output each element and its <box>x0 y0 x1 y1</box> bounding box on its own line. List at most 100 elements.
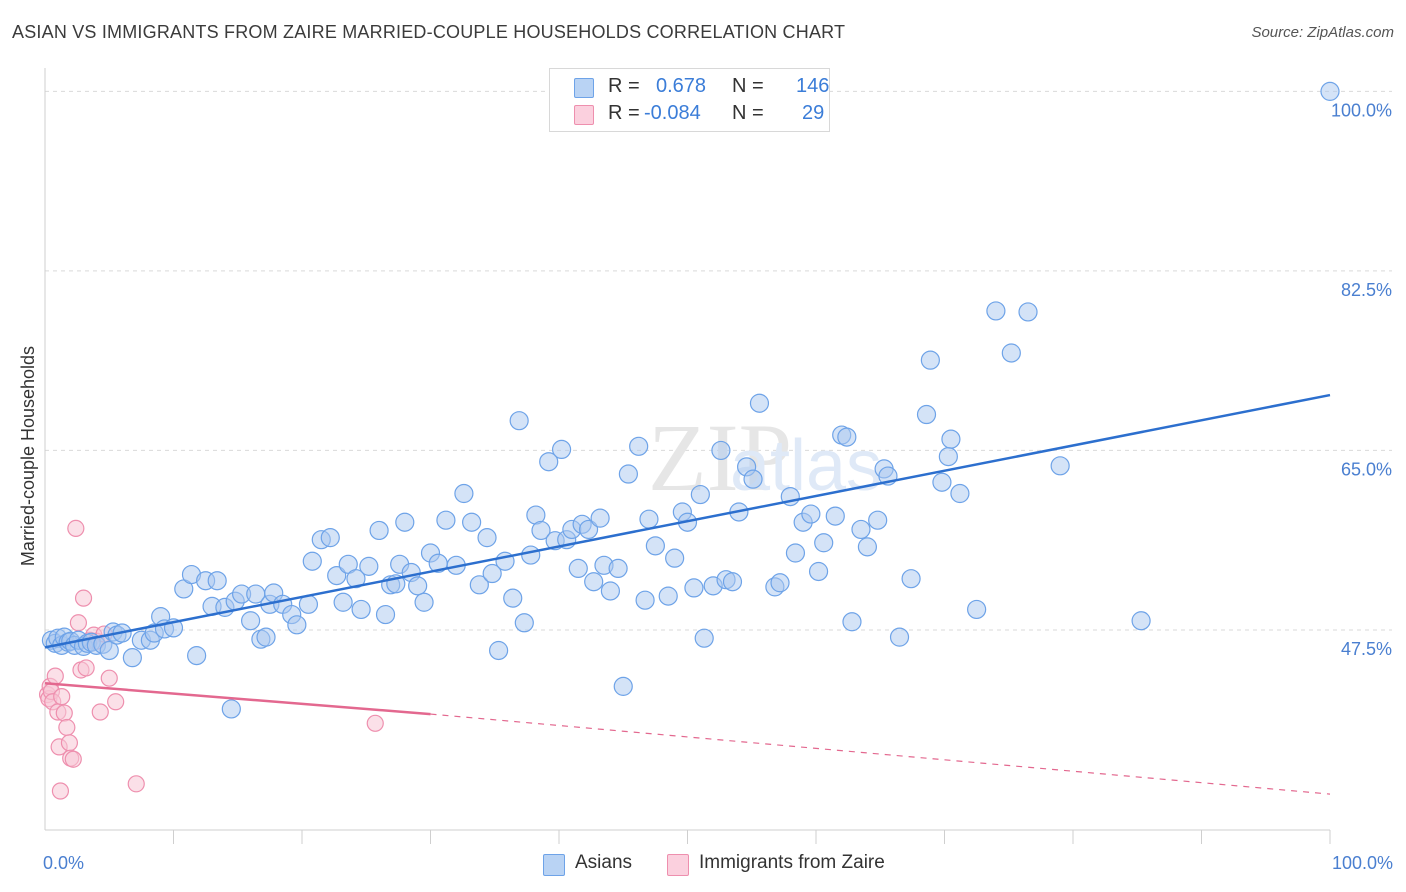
asian-point <box>256 627 276 647</box>
asian-point <box>629 436 649 456</box>
asian-point <box>369 520 389 541</box>
asian-point <box>1050 456 1070 476</box>
asian-point <box>1001 343 1021 363</box>
asian-point <box>333 592 353 612</box>
zaire-point <box>64 750 82 768</box>
asian-point <box>436 510 456 530</box>
tick-labels: 47.5% 65.0% 82.5% 100.0% 0.0% 100.0% <box>43 100 1393 873</box>
asian-point <box>690 484 710 505</box>
asian-point <box>408 576 428 596</box>
zaire-point <box>53 688 71 706</box>
zaire-point <box>107 693 125 711</box>
asian-point <box>770 573 790 593</box>
bottom-legend-label-zaire: Immigrants from Zaire <box>699 852 885 873</box>
asian-point <box>327 565 347 586</box>
asian-point <box>241 611 261 631</box>
asian-point <box>551 439 572 460</box>
asian-point <box>749 393 770 413</box>
asian-point <box>1131 611 1151 631</box>
asian-point <box>351 599 371 620</box>
bottom-legend-label-asians: Asians <box>575 852 633 873</box>
chart-title: ASIAN VS IMMIGRANTS FROM ZAIRE MARRIED-C… <box>12 22 846 42</box>
asian-point <box>514 613 534 633</box>
asian-point <box>1018 302 1038 322</box>
asian-point <box>521 545 541 565</box>
asian-point <box>207 571 227 591</box>
asian-point <box>950 483 970 504</box>
asian-point <box>613 676 633 696</box>
legend-r-value-asians: 0.678 <box>656 75 707 97</box>
asian-point <box>967 599 987 620</box>
asian-point <box>509 411 529 431</box>
asian-point <box>920 350 940 370</box>
asian-point <box>711 440 731 461</box>
asian-point <box>590 508 610 528</box>
asian-point <box>618 464 638 484</box>
asian-point <box>743 469 763 489</box>
y-tick-label: 65.0% <box>1341 459 1392 479</box>
asian-points <box>41 81 1340 719</box>
zaire-point <box>366 714 384 732</box>
asian-point <box>837 427 857 447</box>
legend-n-value-asians: 146 <box>796 75 830 97</box>
asian-point <box>287 615 307 635</box>
asian-point <box>539 452 559 472</box>
asian-point <box>375 604 396 625</box>
asian-point <box>482 563 502 584</box>
zaire-point <box>100 669 118 687</box>
asian-point <box>694 628 714 648</box>
asian-point <box>658 586 678 606</box>
asian-point <box>986 301 1006 321</box>
asian-point <box>578 519 599 540</box>
zaire-points <box>38 519 384 800</box>
asian-point <box>320 528 340 548</box>
asian-point <box>639 509 659 529</box>
asian-point <box>469 575 489 595</box>
legend-swatch-zaire <box>574 105 594 125</box>
trendlines <box>44 393 1331 795</box>
y-axis-label: Married-couple Households <box>18 346 38 566</box>
asian-point <box>395 512 415 532</box>
asian-point <box>584 572 604 592</box>
asian-trendline <box>44 393 1331 649</box>
zaire-point <box>60 734 79 752</box>
zaire-point <box>74 589 93 607</box>
zaire-point <box>55 704 73 722</box>
asian-point <box>941 429 961 449</box>
asian-point <box>916 404 937 425</box>
asian-point <box>889 627 910 647</box>
asian-point <box>665 548 685 568</box>
x-tick-label-min: 0.0% <box>43 853 84 873</box>
asian-point <box>477 528 497 548</box>
asian-point <box>722 572 743 592</box>
zaire-point <box>127 775 145 793</box>
zaire-point <box>67 519 85 538</box>
asian-point <box>462 512 482 532</box>
asian-point <box>531 520 551 541</box>
asian-point <box>851 519 871 540</box>
legend-r-label: R = <box>608 75 640 97</box>
asian-point <box>489 640 509 661</box>
zaire-point <box>69 614 88 632</box>
y-tick-label: 82.5% <box>1341 280 1392 300</box>
asian-point <box>122 648 142 668</box>
asian-point <box>99 640 119 661</box>
asian-point <box>825 506 845 526</box>
y-tick-label: 47.5% <box>1341 639 1392 659</box>
zaire-trendline-extended <box>430 713 1331 795</box>
asian-point <box>1320 81 1340 101</box>
asian-point <box>414 592 434 612</box>
asian-point <box>359 556 379 576</box>
asian-point <box>187 646 207 666</box>
legend-n-label: N = <box>732 75 764 97</box>
legend-swatch-asians <box>574 78 594 98</box>
asian-point <box>785 543 806 563</box>
zaire-point <box>46 667 64 685</box>
legend-r-value-zaire: -0.084 <box>644 102 701 124</box>
asian-point <box>568 558 588 579</box>
asian-point <box>901 569 921 589</box>
zaire-trendline <box>44 682 431 716</box>
asian-point <box>842 612 862 632</box>
asian-point <box>938 446 958 467</box>
